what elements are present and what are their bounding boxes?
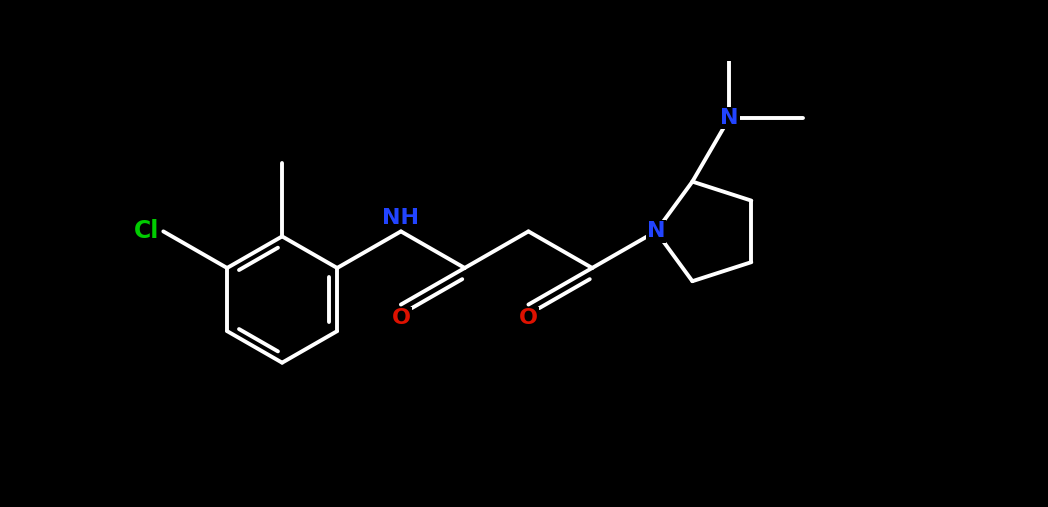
Text: N: N xyxy=(720,108,739,128)
Text: O: O xyxy=(391,308,411,329)
Text: Cl: Cl xyxy=(134,220,159,243)
Text: N: N xyxy=(647,222,665,241)
Text: NH: NH xyxy=(383,207,419,228)
Text: O: O xyxy=(519,308,538,329)
